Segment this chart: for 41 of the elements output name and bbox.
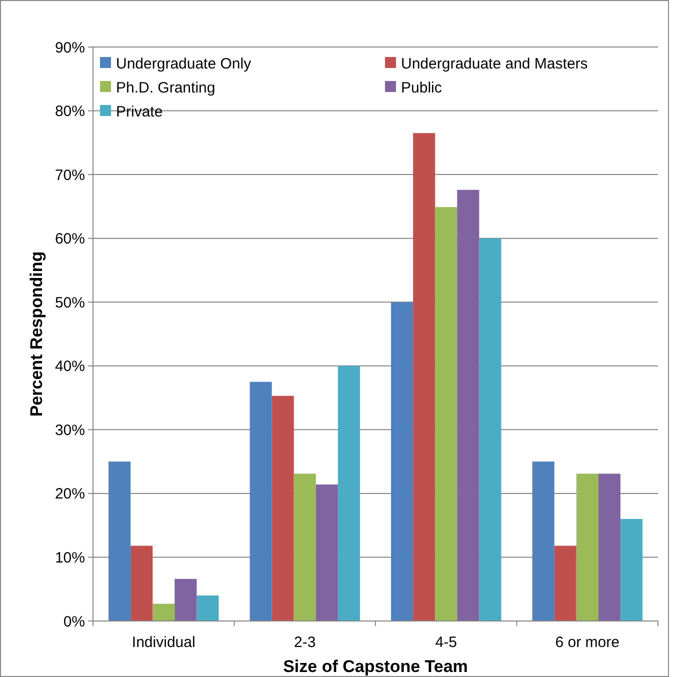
bar (294, 474, 316, 621)
bar (532, 462, 554, 621)
legend-label: Undergraduate and Masters (401, 55, 588, 72)
x-axis-title: Size of Capstone Team (283, 657, 468, 676)
bar (108, 462, 131, 621)
y-axis-title: Percent Responding (27, 251, 46, 417)
legend-label: Ph.D. Granting (116, 79, 216, 96)
legend-label: Private (116, 103, 163, 120)
bar (598, 474, 620, 621)
y-tick-label: 80% (54, 103, 85, 120)
x-tick-label: Individual (132, 634, 196, 651)
y-tick-label: 10% (54, 549, 85, 566)
x-tick-label: 2-3 (294, 634, 316, 651)
y-tick-label: 50% (54, 294, 85, 312)
x-tick-label: 4-5 (435, 634, 457, 651)
bar (576, 474, 598, 621)
y-tick-label: 60% (54, 230, 85, 248)
bar (435, 207, 458, 621)
bar (391, 302, 414, 621)
y-tick-label: 30% (54, 422, 85, 439)
bar (152, 604, 175, 621)
bar (250, 382, 272, 621)
bar (272, 396, 294, 621)
y-tick-label: 20% (54, 486, 85, 503)
bar (554, 546, 576, 621)
bar (174, 578, 197, 621)
x-tick-label: 6 or more (555, 634, 620, 651)
legend-label: Undergraduate Only (116, 55, 252, 72)
bar (130, 546, 153, 621)
legend-label: Public (401, 79, 442, 96)
y-tick-label: 90% (54, 39, 85, 56)
y-tick-label: 40% (54, 358, 85, 376)
bar (479, 238, 502, 621)
y-tick-label: 0% (63, 613, 85, 630)
y-tick-label: 70% (54, 166, 85, 184)
bar (620, 518, 642, 621)
bar (457, 190, 480, 621)
bar (413, 133, 436, 621)
bar (338, 366, 360, 621)
bar (316, 484, 338, 621)
bar (196, 595, 219, 621)
